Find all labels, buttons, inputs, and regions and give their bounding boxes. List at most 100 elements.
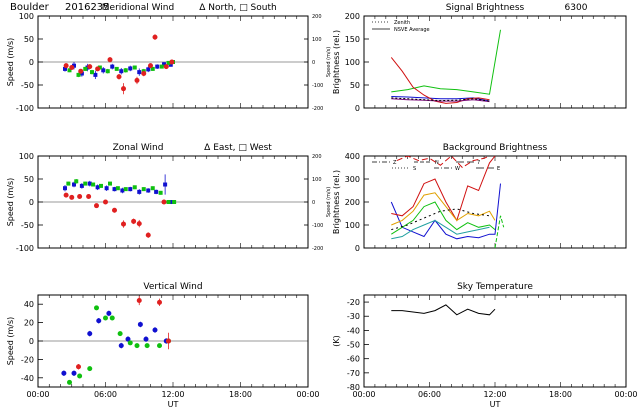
sky_temp-xtick-label: 00:00: [614, 390, 637, 399]
vertical-data-point: [157, 343, 162, 349]
meridional-data-point: [69, 65, 75, 71]
zonal-ytick-label: 0: [29, 198, 34, 207]
zonal-data-point: [132, 185, 137, 190]
signal-legend-label: Zenith: [394, 20, 410, 26]
meridional-data-point: [146, 67, 151, 72]
meridional-data-point: [141, 71, 147, 76]
meridional-data-point: [148, 63, 153, 69]
zonal-y2tick-label: 100: [312, 177, 322, 183]
vertical-data-point: [157, 299, 162, 305]
meridional-data-point: [169, 59, 175, 65]
background-title: Background Brightness: [443, 143, 548, 153]
meridional-data-point: [63, 63, 69, 69]
zonal-data-point: [69, 194, 75, 200]
zonal-data-point: [128, 187, 133, 192]
sky_temp-ytick-label: -70: [347, 369, 360, 378]
meridional-ytick-label: 0: [29, 58, 34, 67]
signal-ytick-label: 100: [345, 58, 360, 67]
meridional-data-point: [67, 68, 72, 73]
background-legend-label: E: [497, 166, 500, 172]
meridional-data-point: [134, 77, 140, 83]
vertical-ylabel: Speed (m/s): [6, 317, 15, 366]
signal-ytick-label: 150: [345, 35, 360, 44]
signal-plot-area: [390, 29, 501, 104]
vertical-data-point: [166, 338, 171, 344]
sky_temp-ytick-label: -20: [347, 298, 360, 307]
background-series-line: [391, 219, 490, 240]
vertical-data-point: [109, 315, 115, 321]
sky_temp-ylabel: (K): [332, 335, 341, 347]
signal-legend-label: NSVE Average: [394, 27, 430, 33]
meridional-ytick-label: 50: [24, 35, 34, 44]
background-legend-label: 7: [477, 160, 480, 166]
meridional-y2tick-label: 0: [312, 60, 315, 66]
sky_temp-series-line: [391, 304, 496, 316]
zonal-ytick-label: 50: [24, 175, 34, 184]
meridional-panel: Meridional Wind Δ North, □ South -100 -50 0 5…: [6, 3, 332, 113]
zonal-y2tick-label: -100: [312, 223, 323, 229]
zonal-data-point: [112, 187, 117, 192]
zonal-ytick-label: -50: [21, 221, 34, 230]
meridional-data-point: [152, 34, 158, 40]
signal-series-line: [390, 57, 490, 104]
background-ytick-label: 300: [345, 175, 360, 184]
meridional-data-point: [166, 60, 171, 65]
background-legend-label: Z: [393, 160, 397, 166]
meridional-data-point: [168, 62, 173, 67]
zonal-data-point: [158, 190, 163, 195]
zonal-data-point: [145, 232, 151, 238]
meridional-data-point: [83, 66, 88, 71]
background-legend-label: S: [413, 166, 416, 172]
background-ytick-label: 100: [345, 221, 360, 230]
meridional-data-point: [110, 64, 115, 69]
meridional-data-point: [101, 68, 106, 73]
vertical-ytick-label: -40: [21, 374, 34, 383]
zonal-data-point: [131, 218, 137, 224]
meridional-ylabel-right: Speed (m/s): [326, 47, 332, 77]
zonal-ylabel: Speed (m/s): [6, 178, 15, 227]
vertical-data-point: [118, 343, 124, 349]
signal-series-line: [391, 29, 501, 95]
vertical-data-point: [94, 305, 99, 311]
zonal-data-point: [79, 183, 84, 188]
background-series-line: [391, 201, 496, 235]
meridional-y2tick-label: -200: [312, 106, 323, 112]
zonal-plot-area: [63, 174, 177, 238]
zonal-data-point: [141, 187, 146, 192]
signal-ylabel: Brightness (rel.): [332, 30, 341, 94]
meridional-data-point: [105, 69, 110, 74]
vertical-data-point: [87, 331, 93, 337]
vertical-data-point: [96, 318, 102, 324]
zonal-data-point: [121, 221, 126, 227]
zonal-ytick-label: -100: [16, 244, 34, 253]
vertical-data-point: [61, 370, 67, 376]
site-label: Boulder: [10, 2, 50, 13]
meridional-data-point: [121, 86, 126, 92]
meridional-data-point: [155, 64, 160, 69]
sky_temp-xtick-label: 06:00: [418, 390, 441, 399]
zonal-data-point: [66, 181, 71, 186]
meridional-ytick-label: -50: [21, 81, 34, 90]
zonal-data-point: [74, 179, 79, 184]
zonal-data-point: [166, 200, 171, 204]
meridional-data-point: [87, 64, 93, 70]
vertical-ytick-label: 0: [29, 337, 34, 346]
background-series-line: [494, 215, 505, 248]
meridional-data-point: [137, 70, 142, 75]
zonal-ytick-label: 100: [19, 152, 34, 161]
meridional-legend-text: Δ North, □ South: [199, 3, 276, 13]
zonal-data-point: [108, 181, 112, 186]
signal-ytick-label: 0: [355, 104, 360, 113]
zonal-data-point: [91, 182, 96, 187]
zonal-data-point: [161, 199, 167, 205]
background-ytick-label: 0: [355, 244, 360, 253]
background-legend-label: N: [435, 160, 439, 166]
signal-ytick-label: 50: [350, 81, 360, 90]
vertical-data-point: [117, 331, 123, 337]
zonal-data-point: [104, 186, 109, 191]
meridional-data-point: [128, 66, 133, 71]
vertical-xtick-label: 12:00: [161, 390, 184, 399]
zonal-data-point: [87, 181, 92, 186]
zonal-data-point: [86, 193, 92, 199]
background-ytick-label: 400: [345, 152, 360, 161]
